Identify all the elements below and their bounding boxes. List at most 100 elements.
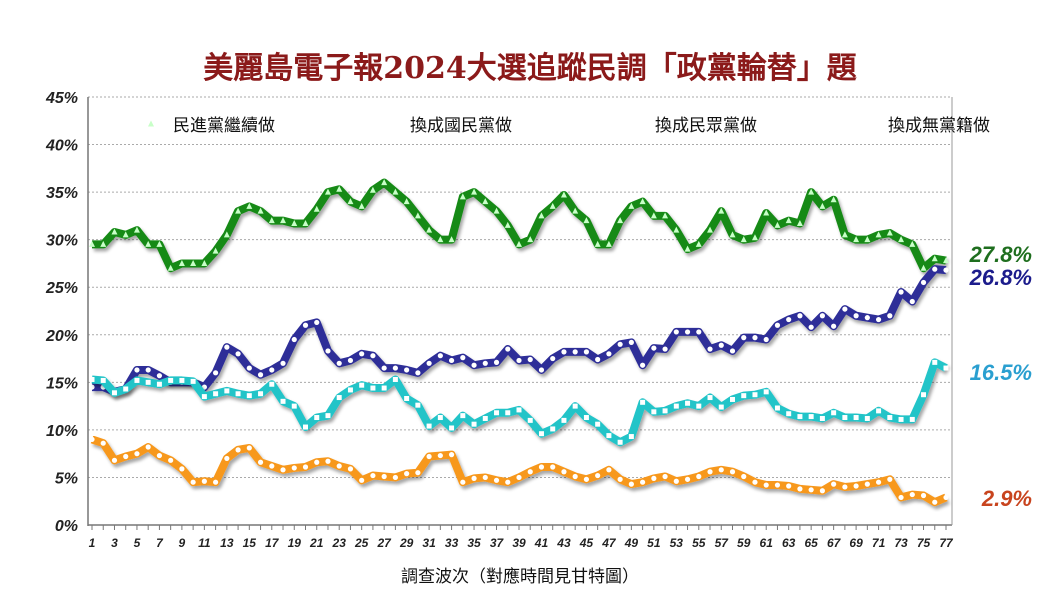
data-point — [324, 188, 331, 195]
data-point — [605, 240, 612, 247]
data-point — [808, 487, 814, 493]
data-point — [178, 259, 185, 266]
data-point — [471, 362, 477, 368]
data-point — [493, 477, 500, 483]
data-point — [595, 356, 601, 363]
data-point — [291, 465, 297, 471]
data-point — [100, 377, 106, 383]
data-point — [89, 436, 95, 442]
data-point — [875, 316, 882, 323]
data-point — [561, 349, 567, 355]
data-point — [448, 236, 455, 243]
data-point — [886, 229, 893, 236]
data-point — [729, 231, 736, 238]
data-point — [201, 394, 207, 400]
data-point — [549, 202, 556, 209]
data-point — [213, 370, 219, 376]
data-point — [246, 445, 252, 451]
data-point — [314, 319, 320, 326]
x-tick-label: 5 — [134, 536, 141, 550]
data-point — [752, 335, 758, 341]
data-point — [89, 240, 95, 247]
x-tick-label: 3 — [111, 536, 118, 550]
data-point — [864, 481, 870, 487]
data-point — [909, 416, 915, 422]
data-point — [516, 240, 522, 247]
data-point — [336, 185, 343, 192]
data-point — [471, 475, 477, 481]
data-point — [347, 357, 354, 364]
data-point — [538, 212, 545, 219]
data-point — [763, 482, 769, 488]
data-point — [920, 264, 927, 271]
data-point — [482, 474, 488, 481]
data-point — [538, 464, 545, 470]
data-point — [313, 205, 320, 212]
data-point — [437, 236, 444, 243]
x-tick-label: 1 — [89, 536, 96, 550]
data-point — [909, 240, 916, 247]
data-point — [628, 339, 634, 345]
data-point — [651, 409, 657, 415]
data-point — [920, 492, 927, 499]
x-axis-ticks: 1 3 5 7 9 11 13 15 17 19 21 23 25 27 29 31 33 35 37 39 41 43 4… — [89, 525, 954, 550]
y-tick-label: 20% — [45, 328, 78, 345]
data-point — [572, 207, 579, 214]
data-point — [280, 398, 286, 404]
data-point — [595, 472, 601, 479]
end-value-label: 2.9% — [981, 486, 1032, 511]
data-point — [808, 324, 814, 330]
y-tick-label: 40% — [45, 138, 78, 155]
x-tick-label: 57 — [715, 536, 730, 550]
x-tick-label: 69 — [849, 536, 863, 550]
data-point — [223, 231, 230, 238]
data-point — [359, 351, 365, 357]
end-value-label: 26.8% — [969, 265, 1032, 290]
data-point — [763, 209, 770, 216]
data-point — [819, 415, 825, 421]
data-point — [359, 382, 365, 388]
data-point — [730, 396, 735, 402]
data-point — [269, 367, 275, 373]
x-tick-label: 9 — [179, 536, 186, 550]
data-point — [853, 483, 859, 489]
data-point — [797, 486, 803, 492]
data-point — [853, 236, 860, 243]
x-tick-label: 21 — [309, 536, 324, 550]
data-point — [280, 467, 286, 473]
data-point — [448, 452, 455, 458]
data-point — [89, 376, 95, 382]
data-point — [943, 267, 949, 273]
data-point — [774, 482, 781, 488]
data-point — [842, 484, 848, 490]
data-point — [224, 388, 230, 394]
data-point — [898, 236, 905, 243]
data-point — [381, 473, 387, 480]
data-point — [841, 231, 848, 238]
data-point — [325, 458, 331, 464]
data-point — [932, 359, 938, 365]
data-point — [179, 377, 185, 383]
legend-label: 換成無黨籍做 — [888, 116, 990, 136]
x-tick-label: 61 — [760, 536, 774, 550]
data-point — [561, 417, 567, 423]
data-point — [291, 336, 297, 343]
x-tick-label: 55 — [692, 536, 706, 550]
data-point — [280, 217, 287, 224]
data-point — [449, 425, 455, 431]
data-point — [707, 346, 713, 352]
data-point — [741, 473, 747, 480]
y-tick-label: 5% — [55, 470, 78, 487]
data-point — [538, 431, 544, 437]
data-point — [516, 357, 522, 364]
data-point — [718, 404, 724, 410]
data-point — [673, 226, 680, 233]
data-point — [617, 439, 623, 445]
data-point — [291, 219, 298, 226]
data-point — [100, 240, 107, 247]
data-point — [650, 212, 657, 219]
data-point — [493, 359, 500, 365]
data-point — [156, 240, 163, 247]
x-tick-label: 63 — [782, 536, 796, 550]
y-tick-label: 25% — [45, 280, 78, 297]
